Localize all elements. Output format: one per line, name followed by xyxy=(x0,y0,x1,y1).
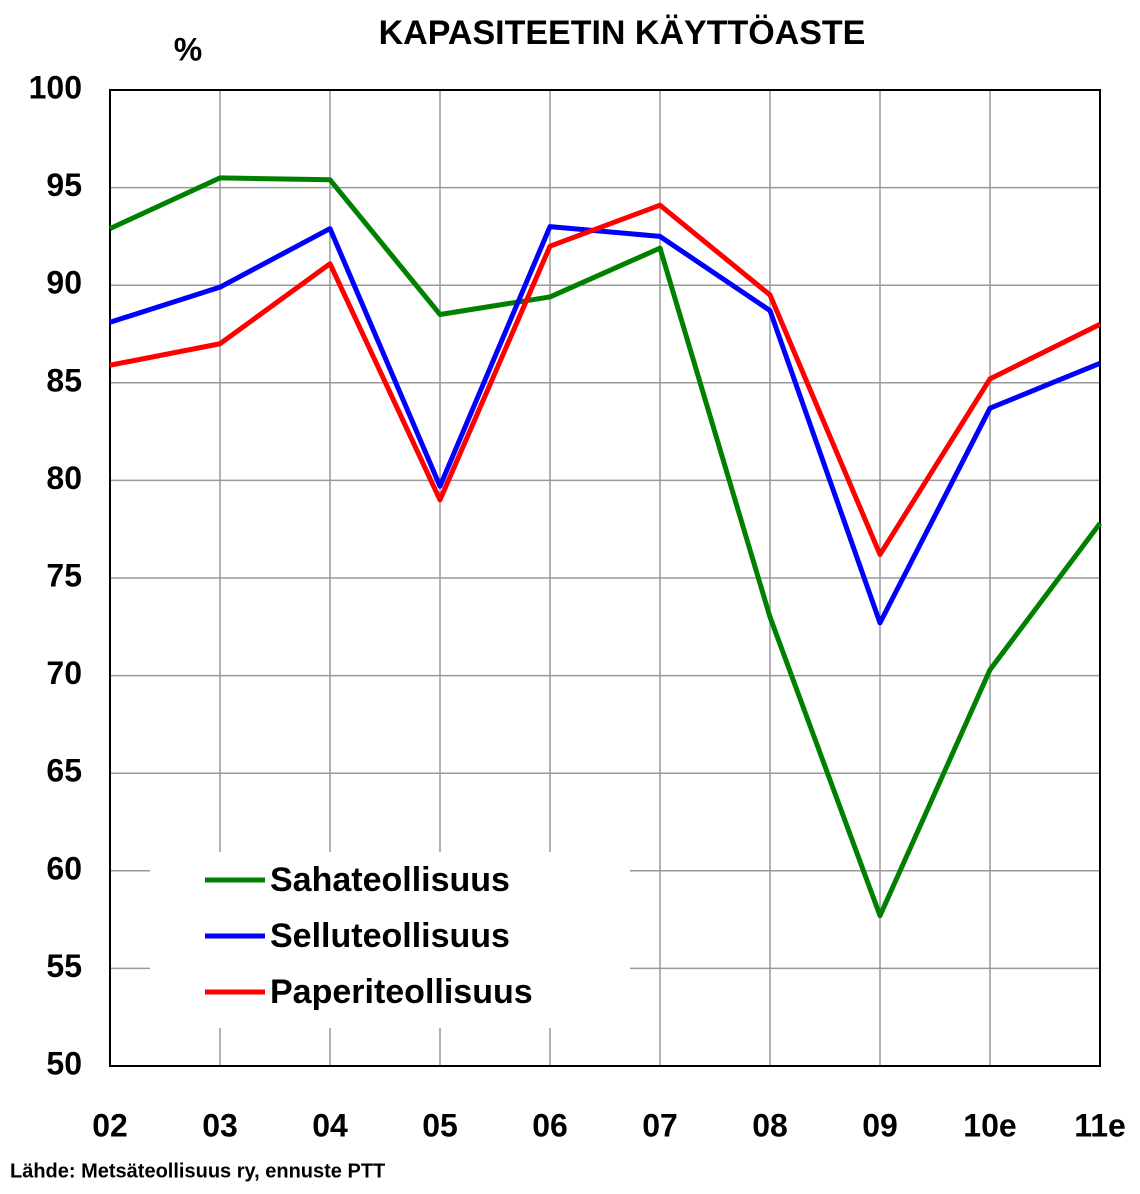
legend-label: Selluteollisuus xyxy=(270,917,510,955)
x-tick-label: 05 xyxy=(422,1107,458,1143)
y-tick-label: 60 xyxy=(46,850,82,886)
x-tick-label: 04 xyxy=(312,1107,348,1143)
y-tick-label: 90 xyxy=(46,265,82,301)
x-tick-label: 06 xyxy=(532,1107,568,1143)
y-tick-label: 75 xyxy=(46,557,82,593)
series-line xyxy=(109,224,1101,626)
y-tick-label: 55 xyxy=(46,948,82,984)
x-tick-label: 07 xyxy=(642,1107,678,1143)
x-tick-label: 02 xyxy=(92,1107,128,1143)
series-line xyxy=(108,175,1102,919)
y-tick-label: 70 xyxy=(46,655,82,691)
source-note: Lähde: Metsäteollisuus ry, ennuste PTT xyxy=(10,1160,385,1182)
y-tick-label: 65 xyxy=(46,753,82,789)
chart-title: KAPASITEETIN KÄYTTÖASTE xyxy=(379,14,866,52)
y-tick-label: 80 xyxy=(46,460,82,496)
x-tick-label: 11e xyxy=(1074,1107,1126,1143)
y-tick-label: 85 xyxy=(46,362,82,398)
y-tick-label: 95 xyxy=(46,167,82,203)
plot-border xyxy=(109,89,1101,1067)
x-tick-label: 03 xyxy=(202,1107,238,1143)
y-axis-label: % xyxy=(174,31,202,67)
y-tick-label: 100 xyxy=(29,69,82,105)
series-line xyxy=(109,202,1102,558)
legend-label: Sahateollisuus xyxy=(270,861,510,899)
x-tick-label: 08 xyxy=(752,1107,788,1143)
y-tick-label: 50 xyxy=(46,1045,82,1081)
legend-label: Paperiteollisuus xyxy=(270,973,533,1011)
x-tick-label: 10e xyxy=(963,1107,1016,1143)
x-tick-label: 09 xyxy=(862,1107,898,1143)
